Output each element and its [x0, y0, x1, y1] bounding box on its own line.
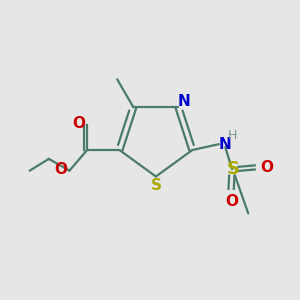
- Text: S: S: [227, 160, 240, 178]
- Text: O: O: [55, 162, 68, 177]
- Text: S: S: [150, 178, 161, 193]
- Text: H: H: [228, 129, 238, 142]
- Text: N: N: [218, 137, 231, 152]
- Text: N: N: [177, 94, 190, 110]
- Text: O: O: [225, 194, 238, 209]
- Text: O: O: [260, 160, 273, 175]
- Text: O: O: [72, 116, 86, 131]
